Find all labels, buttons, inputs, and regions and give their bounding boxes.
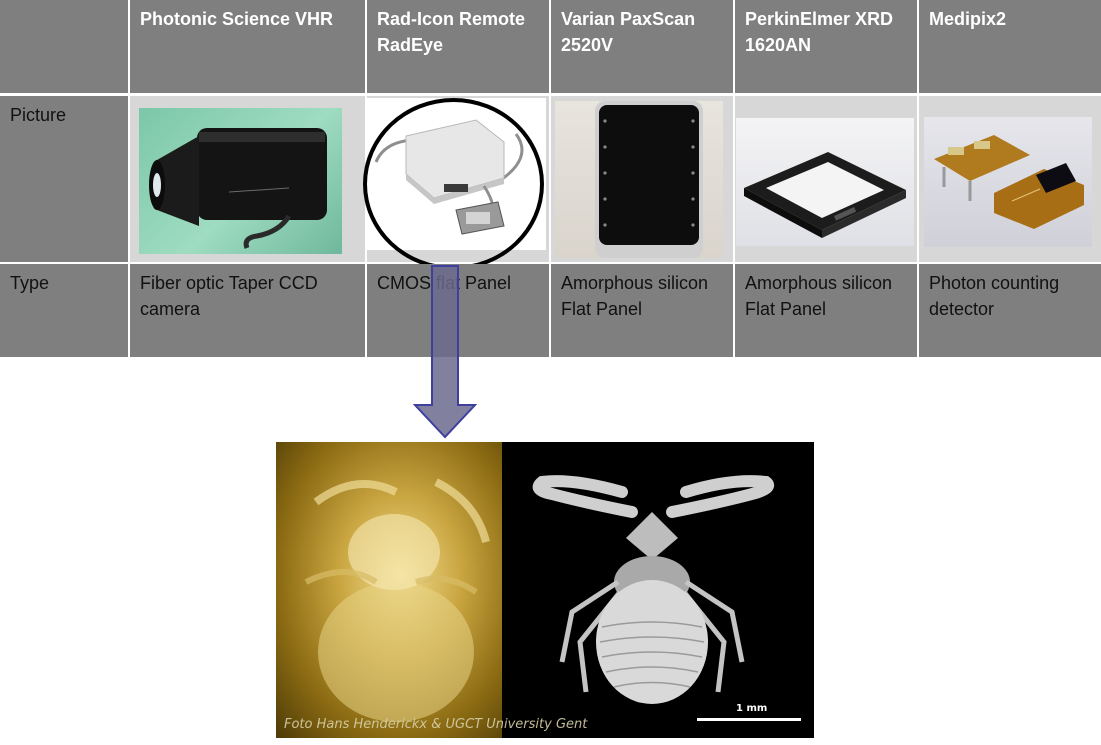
header-photonic-science: Photonic Science VHR [130,0,365,93]
row-label-type: Type [0,264,128,357]
scale-bar [697,718,801,721]
amber-fossil-photo [276,442,502,738]
ct-scan-render [502,442,814,738]
header-rad-icon: Rad-Icon Remote RadEye [367,0,549,93]
header-varian: Varian PaxScan 2520V [551,0,733,93]
tomography-comparison-image: Foto Hans Henderickx & UGCT University G… [276,442,814,738]
type-medipix2: Photon counting detector [919,264,1101,357]
header-perkinelmer: PerkinElmer XRD 1620AN [735,0,917,93]
header-medipix2: Medipix2 [919,0,1101,93]
perkinelmer-xrd-image [736,118,914,246]
varian-paxscan-image [555,101,723,258]
type-photonic-science: Fiber optic Taper CCD camera [130,264,365,357]
medipix2-image [924,117,1092,247]
row-label-picture: Picture [0,96,128,262]
photonic-science-camera-image [139,108,342,254]
type-varian: Amorphous silicon Flat Panel [551,264,733,357]
header-empty-cell [0,0,128,93]
type-perkinelmer: Amorphous silicon Flat Panel [735,264,917,357]
photo-credit: Foto Hans Henderickx & UGCT University G… [284,717,588,732]
scale-bar-label: 1 mm [736,703,768,714]
